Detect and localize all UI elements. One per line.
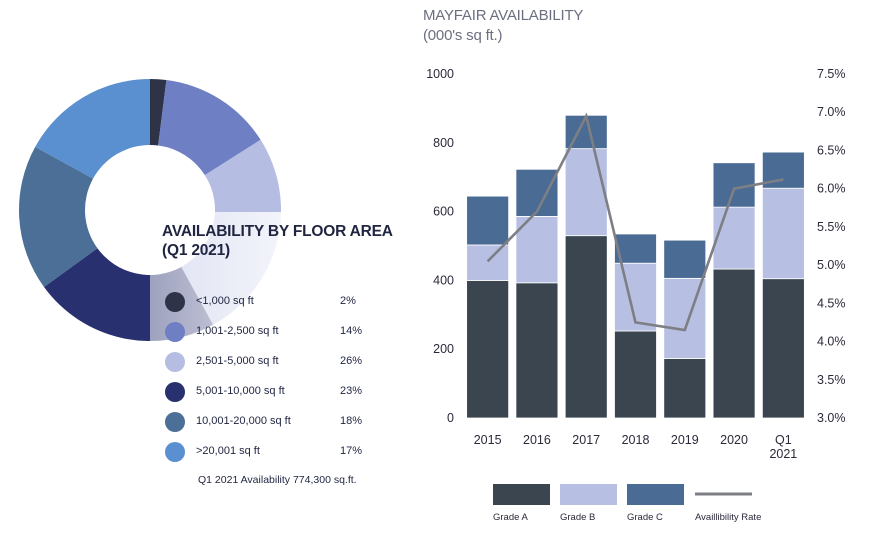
- x-tick-label: Q1: [775, 433, 792, 447]
- y2-tick-label: 4.0%: [817, 335, 846, 349]
- x-tick-label: 2020: [720, 433, 748, 447]
- x-tick-label: 2016: [523, 433, 551, 447]
- legend-pct: 17%: [340, 445, 363, 457]
- availability-rate-line: [486, 112, 784, 332]
- y2-tick-label: 6.5%: [817, 143, 846, 157]
- legend-row-under-1000: <1,000 sq ft 2%: [165, 290, 385, 314]
- bar-grade-c-4: [663, 239, 707, 279]
- donut-title-line2: (Q1 2021): [162, 242, 230, 259]
- legend-row-5001-10000: 5,001-10,000 sq ft 23%: [165, 380, 385, 404]
- legend-dot: [165, 442, 185, 462]
- donut-slice-0: [150, 79, 167, 146]
- y2-tick-label: 5.0%: [817, 258, 846, 272]
- legend-dot: [165, 352, 185, 372]
- legend-row-1001-2500: 1,001-2,500 sq ft 14%: [165, 320, 385, 344]
- bar-grade-a-0: [466, 279, 510, 419]
- legend-pct: 14%: [340, 325, 363, 337]
- legend-row-2501-5000: 2,501-5,000 sq ft 26%: [165, 350, 385, 374]
- legend-pct: 23%: [340, 385, 363, 397]
- legend-pct: 26%: [340, 355, 363, 367]
- legend-label: 10,001-20,000 sq ft: [196, 415, 291, 427]
- legend-label: Grade C: [627, 512, 663, 523]
- legend-label: Grade B: [560, 512, 595, 523]
- bar-grade-c-1: [515, 168, 559, 217]
- legend-swatch-grade-c: [627, 484, 684, 505]
- donut-slice-4: [18, 146, 98, 287]
- legend-panel: [150, 212, 400, 512]
- x-tick-label: 2018: [622, 433, 650, 447]
- legend-dot: [165, 322, 185, 342]
- bar-grade-b-5: [712, 206, 756, 270]
- bar-grade-a-2: [564, 235, 608, 419]
- bar-grade-a-3: [614, 330, 657, 419]
- y-tick-label: 600: [433, 205, 454, 219]
- legend-pct: 2%: [340, 295, 356, 307]
- x-tick-label: 2019: [671, 433, 699, 447]
- donut-title-line1: AVAILABILITY BY FLOOR AREA: [162, 223, 393, 240]
- bar-grade-b-2: [564, 148, 608, 237]
- legend-pct: 18%: [340, 415, 363, 427]
- bar-grade-c-3: [614, 233, 657, 264]
- availability-note: Q1 2021 Availability 774,300 sq.ft.: [198, 474, 357, 486]
- y-tick-label: 200: [433, 342, 454, 356]
- legend-label: <1,000 sq ft: [196, 295, 254, 307]
- y2-tick-label: 7.5%: [817, 67, 846, 81]
- legend-label: >20,001 sq ft: [196, 445, 260, 457]
- x-tick-label: 2017: [572, 433, 600, 447]
- y2-tick-label: 6.0%: [817, 182, 846, 196]
- y-tick-label: 1000: [426, 67, 454, 81]
- bar-grade-a-4: [663, 358, 707, 419]
- bar-grade-a-1: [515, 282, 559, 419]
- donut-slice-5: [35, 79, 150, 179]
- bar-grade-c-0: [466, 195, 510, 246]
- y2-tick-label: 3.5%: [817, 373, 846, 387]
- legend-row-10001-20000: 10,001-20,000 sq ft 18%: [165, 410, 385, 434]
- donut-title: AVAILABILITY BY FLOOR AREA (Q1 2021): [162, 222, 393, 260]
- bar-grade-a-6: [761, 278, 805, 419]
- x-tick-label: 2015: [474, 433, 502, 447]
- legend-dot: [165, 412, 185, 432]
- y-tick-label: 400: [433, 273, 454, 287]
- legend-dot: [165, 292, 185, 312]
- donut-slice-1: [158, 80, 261, 176]
- legend-row-over-20001: >20,001 sq ft 17%: [165, 440, 385, 464]
- y2-tick-label: 5.5%: [817, 220, 846, 234]
- chart-subtitle-text: (000's sq ft.): [423, 27, 503, 44]
- y2-tick-label: 7.0%: [817, 105, 846, 119]
- y-tick-label: 0: [447, 411, 454, 425]
- legend-dot: [165, 382, 185, 402]
- x-tick-label: 2021: [769, 447, 797, 461]
- y-tick-label: 800: [433, 136, 454, 150]
- legend-swatch-grade-a: [493, 484, 550, 505]
- legend-swatch-grade-b: [560, 484, 617, 505]
- chart-title-text: MAYFAIR AVAILABILITY: [423, 7, 584, 24]
- bar-grade-b-0: [466, 244, 510, 281]
- legend-label: 2,501-5,000 sq ft: [196, 355, 279, 367]
- y2-tick-label: 4.5%: [817, 296, 846, 310]
- bar-grade-b-6: [761, 187, 805, 280]
- legend-label: 1,001-2,500 sq ft: [196, 325, 279, 337]
- legend-label: Grade A: [493, 512, 529, 523]
- legend-label: Availlibility Rate: [695, 512, 761, 523]
- y2-tick-label: 3.0%: [817, 411, 846, 425]
- legend-label: 5,001-10,000 sq ft: [196, 385, 285, 397]
- bar-grade-a-5: [712, 268, 756, 419]
- bar-chart-title: MAYFAIR AVAILABILITY (000's sq ft.): [423, 6, 583, 46]
